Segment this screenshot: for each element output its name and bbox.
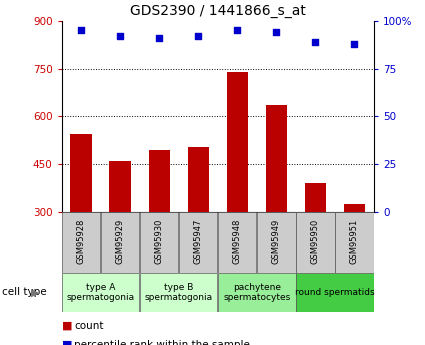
Bar [296,212,334,273]
Bar [305,184,326,212]
Text: pachytene
spermatocytes: pachytene spermatocytes [223,283,290,302]
Bar [148,150,170,212]
Text: GSM95928: GSM95928 [76,218,86,264]
Bar [257,212,295,273]
Bar [71,134,92,212]
Bar [218,212,256,273]
Bar [62,212,100,273]
Text: GSM95948: GSM95948 [233,218,242,264]
Point [156,35,163,41]
Bar [140,273,218,312]
Bar [110,161,131,212]
Bar [344,204,365,212]
Title: GDS2390 / 1441866_s_at: GDS2390 / 1441866_s_at [130,4,306,18]
Text: ▶: ▶ [31,287,40,297]
Text: GSM95947: GSM95947 [194,218,203,264]
Bar [266,105,287,212]
Text: GSM95950: GSM95950 [311,218,320,264]
Bar [140,212,178,273]
Point [195,33,202,39]
Text: count: count [74,321,104,331]
Text: cell type: cell type [2,287,47,297]
Text: GSM95951: GSM95951 [350,218,359,264]
Text: percentile rank within the sample: percentile rank within the sample [74,340,250,345]
Text: ■: ■ [62,321,72,331]
Text: ■: ■ [62,340,72,345]
Bar [179,212,218,273]
Text: GSM95929: GSM95929 [116,218,125,264]
Point [351,41,358,47]
Point [78,28,85,33]
Text: type B
spermatogonia: type B spermatogonia [144,283,213,302]
Bar [335,212,374,273]
Bar [187,147,209,212]
Text: type A
spermatogonia: type A spermatogonia [67,283,135,302]
Point [117,33,124,39]
Point [234,28,241,33]
Text: GSM95930: GSM95930 [155,218,164,264]
Text: GSM95949: GSM95949 [272,218,281,264]
Point [312,39,319,45]
Bar [62,273,139,312]
Point [273,29,280,35]
Text: round spermatids: round spermatids [295,288,375,297]
Bar [227,72,248,212]
Bar [101,212,139,273]
Bar [218,273,295,312]
Bar [296,273,374,312]
